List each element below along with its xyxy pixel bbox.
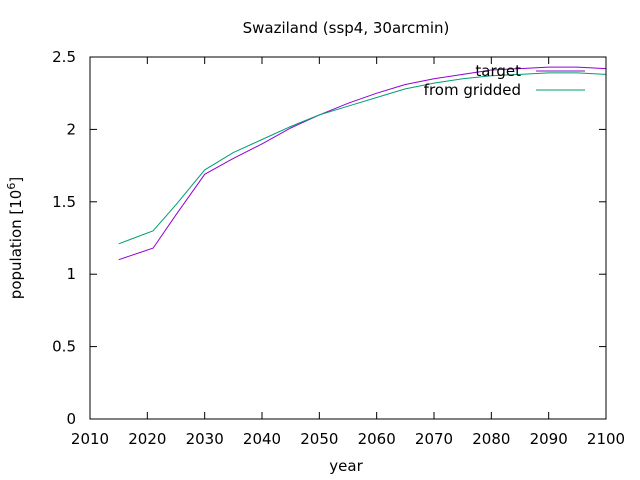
y-tick-label: 0 xyxy=(66,410,76,428)
y-axis-label: population [106] xyxy=(5,177,25,299)
x-tick-label: 2010 xyxy=(71,430,109,448)
legend-label: from gridded xyxy=(424,81,521,99)
y-tick-label: 2.5 xyxy=(52,48,76,66)
y-tick-label: 1 xyxy=(66,265,76,283)
y-tick-label: 1.5 xyxy=(52,193,76,211)
y-tick-label: 2 xyxy=(66,120,76,138)
series-line-target xyxy=(118,66,607,261)
x-tick-label: 2100 xyxy=(587,430,625,448)
y-axis-label-base: population [10 xyxy=(7,190,25,300)
x-tick-label: 2030 xyxy=(186,430,224,448)
x-tick-label: 2090 xyxy=(530,430,568,448)
x-tick-label: 2070 xyxy=(415,430,453,448)
legend-label: target xyxy=(475,62,521,80)
y-axis-label-close: ] xyxy=(7,177,25,183)
x-tick-label: 2040 xyxy=(243,430,281,448)
tick-labels: 2010 2020 2030 2040 2050 2060 2070 2080 2090 2100… xyxy=(52,48,625,448)
series-line-from-gridded xyxy=(118,72,607,245)
x-tick-label: 2060 xyxy=(358,430,396,448)
y-axis-label-exponent: 6 xyxy=(5,183,18,190)
series-layer xyxy=(118,66,607,261)
x-axis-label: year xyxy=(329,457,363,475)
y-tick-label: 0.5 xyxy=(52,338,76,356)
x-tick-label: 2050 xyxy=(300,430,338,448)
x-tick-label: 2080 xyxy=(472,430,510,448)
chart-title: Swaziland (ssp4, 30arcmin) xyxy=(243,19,450,37)
x-tick-label: 2020 xyxy=(128,430,166,448)
axis-ticks xyxy=(89,56,607,420)
plot-frame xyxy=(89,56,607,420)
